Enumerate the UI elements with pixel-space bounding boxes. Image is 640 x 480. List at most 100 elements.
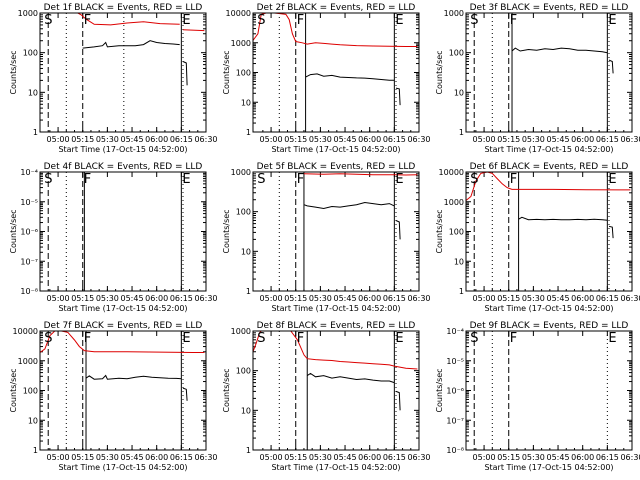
panel-2-xtick-label: 06:30: [407, 135, 430, 144]
detector-panel-9: Det 9f BLACK = Events, RED = LLD Counts/s…: [435, 321, 640, 472]
panel-8-xtick-label: 06:30: [407, 453, 430, 462]
panel-1-marker-f: F: [84, 13, 91, 28]
panel-3-ytick-label: 1: [459, 128, 464, 137]
panel-4-ytick-label: 10⁻⁶: [20, 228, 38, 237]
detector-panel-8: Det 8f BLACK = Events, RED = LLD Counts/s…: [222, 321, 431, 472]
panel-8-xtick-label: 05:00: [260, 453, 283, 462]
panel-7-xtick-label: 06:15: [170, 453, 193, 462]
panel-6-xtick-label: 06:15: [596, 294, 619, 303]
panel-7-marker-e: E: [182, 331, 190, 346]
panel-5-xtick-label: 06:30: [407, 294, 430, 303]
panel-7-marker-f: F: [84, 331, 91, 346]
panel-2-xtick-label: 05:00: [260, 135, 283, 144]
panel-8-events-series: [395, 390, 401, 411]
panel-2-marker-s: S: [257, 13, 265, 28]
panel-8-marker-e: E: [395, 331, 403, 346]
panel-2-marker-f: F: [297, 13, 304, 28]
panel-5-frame: [252, 171, 420, 292]
panel-5-xtick-label: 06:15: [383, 294, 406, 303]
panel-9-ytick-label: 10⁻⁵: [446, 357, 464, 366]
panel-5-xtick-label: 06:00: [358, 294, 381, 303]
panel-9-marker-s: S: [470, 331, 478, 346]
panel-1-xtick-label: 06:15: [170, 135, 193, 144]
panel-5-ytick-label: 1: [246, 287, 251, 296]
detector-panel-7: Det 7f BLACK = Events, RED = LLD Counts/s…: [9, 321, 218, 472]
panel-1-ytick-label: 1: [33, 128, 38, 137]
panel-3-ytick-label: 1000: [444, 9, 464, 18]
panel-9-ytick-label: 10⁻⁴: [446, 327, 464, 336]
panel-3-xtick-label: 06:15: [596, 135, 619, 144]
panel-8-events-series: [306, 372, 395, 384]
detector-panel-6: Det 6f BLACK = Events, RED = LLD Counts/s…: [435, 162, 640, 313]
panel-4-xlabel: Start Time (17-Oct-15 04:52:00): [58, 304, 187, 313]
panel-8-ytick-label: 1000: [231, 327, 251, 336]
panel-5-title: Det 5f BLACK = Events, RED = LLD: [257, 162, 416, 172]
panel-8-ylabel: Counts/sec: [222, 368, 231, 412]
panel-5-lld-series: [303, 173, 418, 176]
panel-7-marker-s: S: [44, 331, 52, 346]
panel-4-marker-e: E: [182, 172, 190, 187]
panel-3-xtick-label: 05:15: [497, 135, 520, 144]
panel-4-xtick-label: 05:15: [71, 294, 94, 303]
panel-2-xtick-label: 05:45: [334, 135, 357, 144]
panel-7-xtick-label: 06:30: [194, 453, 217, 462]
panel-6-events-series: [608, 225, 614, 239]
panel-9-xtick-label: 06:30: [620, 453, 640, 462]
panel-7-xtick-label: 06:00: [145, 453, 168, 462]
panel-5-ylabel: Counts/sec: [222, 209, 231, 253]
panel-9-xtick-label: 06:00: [571, 453, 594, 462]
panel-9-xtick-label: 06:15: [596, 453, 619, 462]
panel-7-ytick-label: 100: [23, 387, 38, 396]
panel-4-ytick-label: 10⁻⁷: [20, 257, 38, 266]
panel-6-ytick-label: 100: [449, 228, 464, 237]
panel-6-marker-s: S: [470, 172, 478, 187]
panel-8-ytick-label: 1: [246, 446, 251, 455]
panel-6-marker-e: E: [608, 172, 616, 187]
panel-4-xtick-label: 05:30: [96, 294, 119, 303]
panel-5-ytick-label: 1000: [231, 168, 251, 177]
detector-panel-5: Det 5f BLACK = Events, RED = LLD Counts/s…: [222, 162, 431, 313]
panel-7-xtick-label: 05:45: [121, 453, 144, 462]
detector-panel-2: Det 2f BLACK = Events, RED = LLD Counts/s…: [222, 3, 431, 154]
panel-7-xtick-label: 05:15: [71, 453, 94, 462]
panel-7-ytick-label: 10000: [13, 327, 38, 336]
panel-7-xlabel: Start Time (17-Oct-15 04:52:00): [58, 463, 187, 472]
panel-3-frame: [465, 12, 633, 133]
panel-8-marker-f: F: [297, 331, 304, 346]
panel-7-xtick-label: 05:30: [96, 453, 119, 462]
panel-5-events-series: [303, 201, 395, 210]
panel-2-ytick-label: 10: [241, 98, 251, 107]
panel-6-xtick-label: 05:30: [522, 294, 545, 303]
panel-2-xtick-label: 05:15: [284, 135, 307, 144]
panel-1-lld-series: [182, 29, 205, 32]
panel-9-marker-e: E: [608, 331, 616, 346]
panel-6-ylabel: Counts/sec: [435, 209, 444, 253]
panel-2-frame: [252, 12, 420, 133]
panel-4-xtick-label: 06:15: [170, 294, 193, 303]
panel-1-xtick-label: 05:30: [96, 135, 119, 144]
detector-panel-1: Det 1f BLACK = Events, RED = LLD Counts/s…: [9, 3, 218, 154]
panel-3-title: Det 3f BLACK = Events, RED = LLD: [470, 3, 629, 13]
panel-8-xtick-label: 06:00: [358, 453, 381, 462]
panel-6-xtick-label: 05:15: [497, 294, 520, 303]
panel-3-ytick-label: 10: [454, 88, 464, 97]
panel-1-frame: [39, 12, 207, 133]
panel-2-ytick-label: 1: [246, 128, 251, 137]
panel-6-lld-series: [465, 171, 631, 201]
panel-8-xlabel: Start Time (17-Oct-15 04:52:00): [271, 463, 400, 472]
panel-8-marker-s: S: [257, 331, 265, 346]
panel-1-lld-series: [77, 12, 180, 26]
panel-6-events-series: [518, 216, 608, 221]
panel-7-events-series: [85, 374, 182, 380]
panel-3-events-series: [608, 59, 614, 74]
panel-5-xtick-label: 05:30: [309, 294, 332, 303]
panel-8-ytick-label: 100: [236, 367, 251, 376]
panel-1-ytick-label: 1000: [18, 9, 38, 18]
panel-5-ytick-label: 10: [241, 247, 251, 256]
panel-9-frame: [465, 330, 633, 451]
panel-3-marker-s: S: [470, 13, 478, 28]
panel-4-marker-s: S: [44, 172, 52, 187]
panel-4-ytick-label: 10⁻⁵: [20, 198, 38, 207]
panel-2-events-series: [305, 73, 395, 81]
